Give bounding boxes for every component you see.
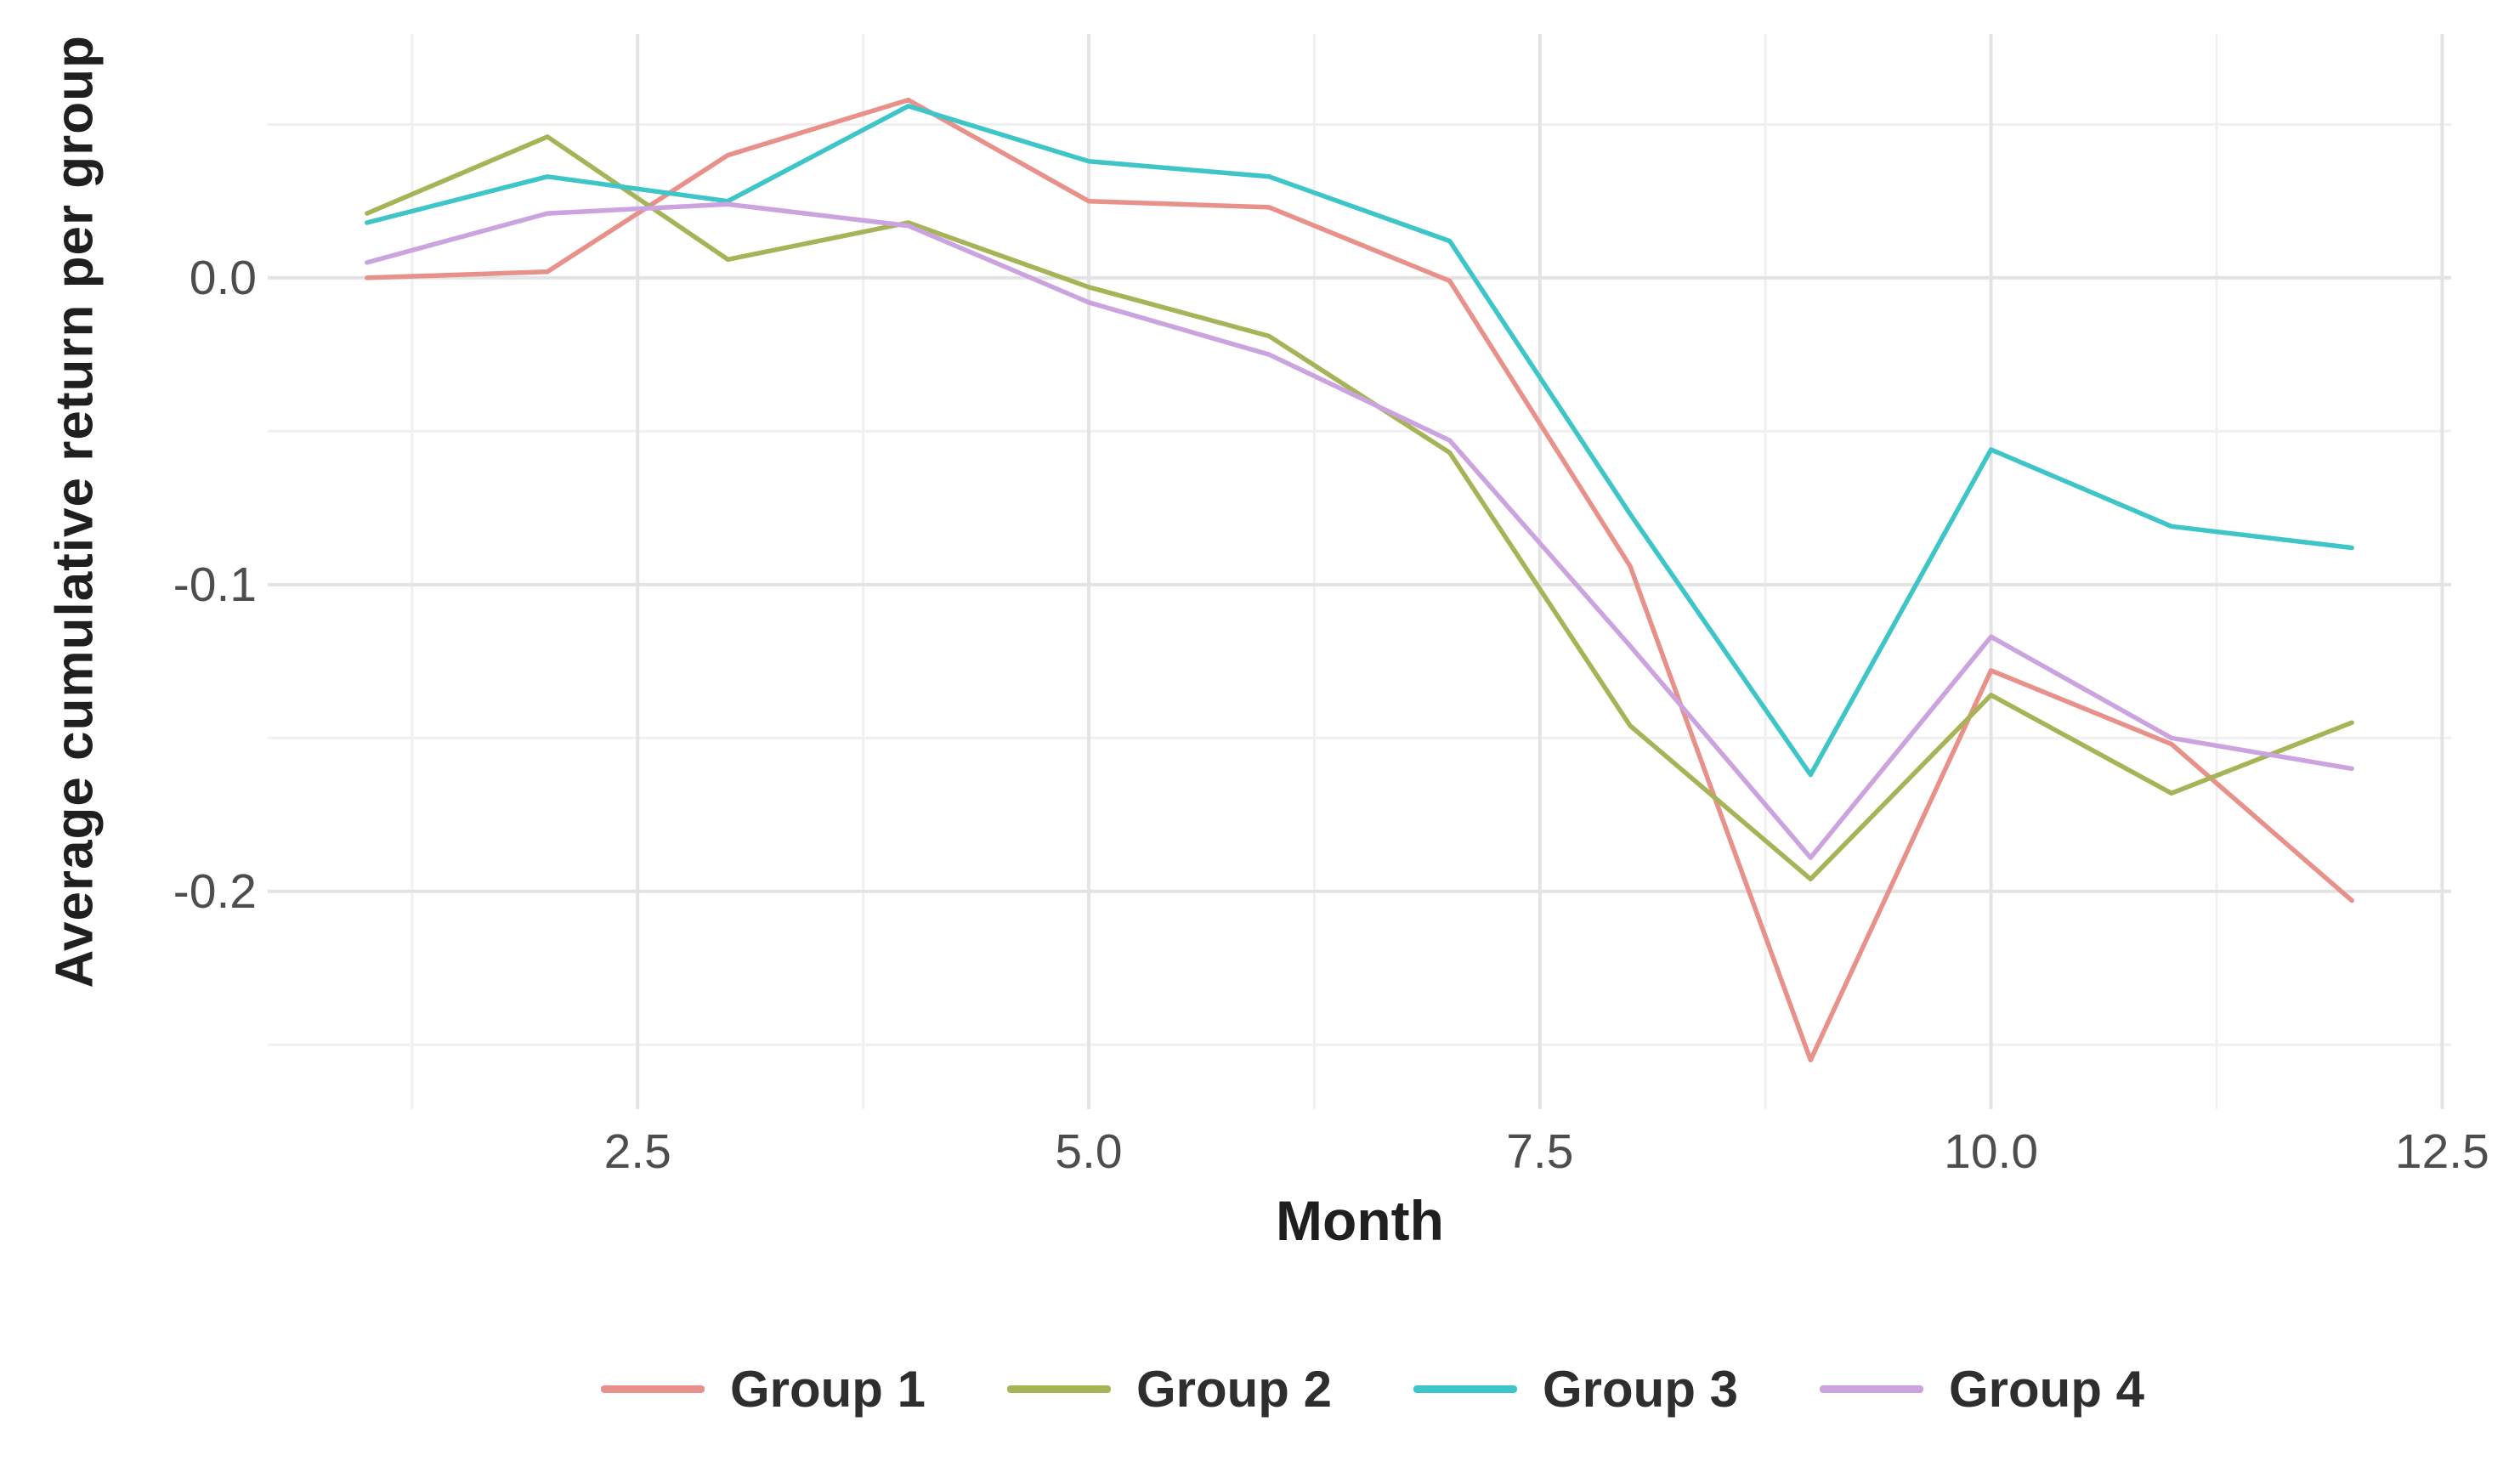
series-line-group-4 bbox=[365, 201, 2354, 860]
legend-item-label: Group 3 bbox=[1543, 1361, 1739, 1418]
legend: Group 1 Group 2 Group 3 Group 4 bbox=[331, 1360, 2414, 1419]
legend-item-group-3: Group 3 bbox=[1413, 1360, 1738, 1419]
legend-item-label: Group 4 bbox=[1949, 1361, 2145, 1418]
x-axis-title: Month bbox=[1276, 1189, 1444, 1252]
x-tick-label: 10.0 bbox=[1944, 1124, 2039, 1179]
x-tick-label: 5.0 bbox=[1055, 1124, 1123, 1179]
x-tick-label: 2.5 bbox=[603, 1124, 671, 1179]
series-line-group-1 bbox=[365, 97, 2354, 1063]
legend-item-group-4: Group 4 bbox=[1820, 1360, 2144, 1419]
gridlines-minor bbox=[268, 34, 2451, 1109]
series-lines bbox=[365, 97, 2354, 1063]
x-tick-label: 12.5 bbox=[2394, 1124, 2489, 1179]
legend-key-line-icon bbox=[1820, 1385, 1924, 1393]
legend-key-line-icon bbox=[1413, 1385, 1517, 1393]
series-line-group-3 bbox=[365, 104, 2354, 778]
series-line-group-2 bbox=[365, 134, 2354, 882]
y-tick-label: -0.2 bbox=[173, 864, 257, 919]
legend-key-line-icon bbox=[600, 1385, 705, 1393]
legend-item-group-1: Group 1 bbox=[600, 1360, 926, 1419]
x-tick-label: 7.5 bbox=[1506, 1124, 1574, 1179]
legend-item-label: Group 1 bbox=[729, 1361, 926, 1418]
legend-key-line-icon bbox=[1006, 1385, 1111, 1393]
y-tick-label: -0.1 bbox=[173, 557, 257, 612]
legend-item-group-2: Group 2 bbox=[1006, 1360, 1332, 1419]
gridlines-major bbox=[268, 34, 2451, 1109]
y-axis-title: Average cumulative return per group bbox=[45, 35, 105, 988]
y-tick-label: 0.0 bbox=[189, 250, 257, 305]
legend-item-label: Group 2 bbox=[1135, 1361, 1332, 1418]
